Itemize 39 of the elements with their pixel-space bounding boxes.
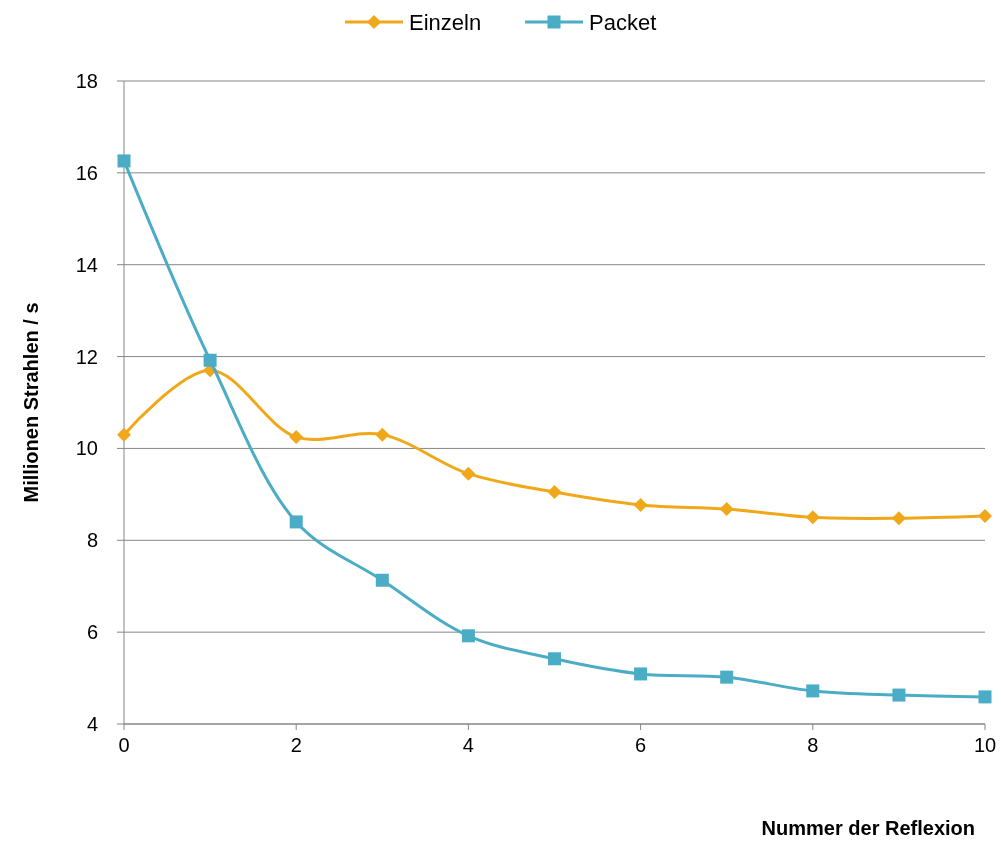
x-tick-label: 4: [462, 734, 474, 756]
y-tick-label: 14: [75, 253, 98, 276]
point: [633, 497, 648, 512]
point: [289, 515, 303, 529]
point: [634, 667, 648, 681]
y-tick-label: 12: [75, 345, 98, 368]
y-axis-title: Millionen Strahlen / s: [20, 302, 42, 503]
point: [806, 684, 820, 698]
legend-label: Einzeln: [409, 9, 482, 35]
point: [720, 670, 734, 684]
x-tick-label: 2: [290, 734, 302, 756]
point: [547, 485, 562, 500]
point: [289, 429, 304, 444]
point: [892, 688, 906, 702]
legend-label: Packet: [589, 9, 657, 35]
x-tick-label: 8: [807, 734, 819, 756]
point: [461, 629, 475, 643]
y-tick-label: 18: [75, 70, 98, 92]
y-tick-label: 10: [75, 437, 98, 460]
point: [461, 466, 476, 481]
point: [117, 154, 131, 168]
y-tick-label: 16: [75, 161, 98, 184]
point: [375, 427, 390, 442]
point: [719, 502, 734, 517]
point: [805, 510, 820, 525]
point: [375, 573, 389, 587]
x-axis-title: Nummer der Reflexion: [761, 817, 975, 839]
y-tick-label: 8: [86, 529, 98, 552]
point: [548, 652, 561, 666]
point: [978, 508, 992, 523]
point: [117, 427, 131, 442]
y-tick-label: 4: [86, 713, 98, 735]
x-tick-label: 10: [973, 734, 997, 756]
point: [891, 511, 906, 526]
point: [978, 690, 992, 704]
x-tick-label: 6: [635, 734, 647, 756]
x-tick-label: 0: [118, 734, 130, 756]
point: [203, 353, 217, 367]
y-tick-label: 6: [86, 621, 98, 644]
